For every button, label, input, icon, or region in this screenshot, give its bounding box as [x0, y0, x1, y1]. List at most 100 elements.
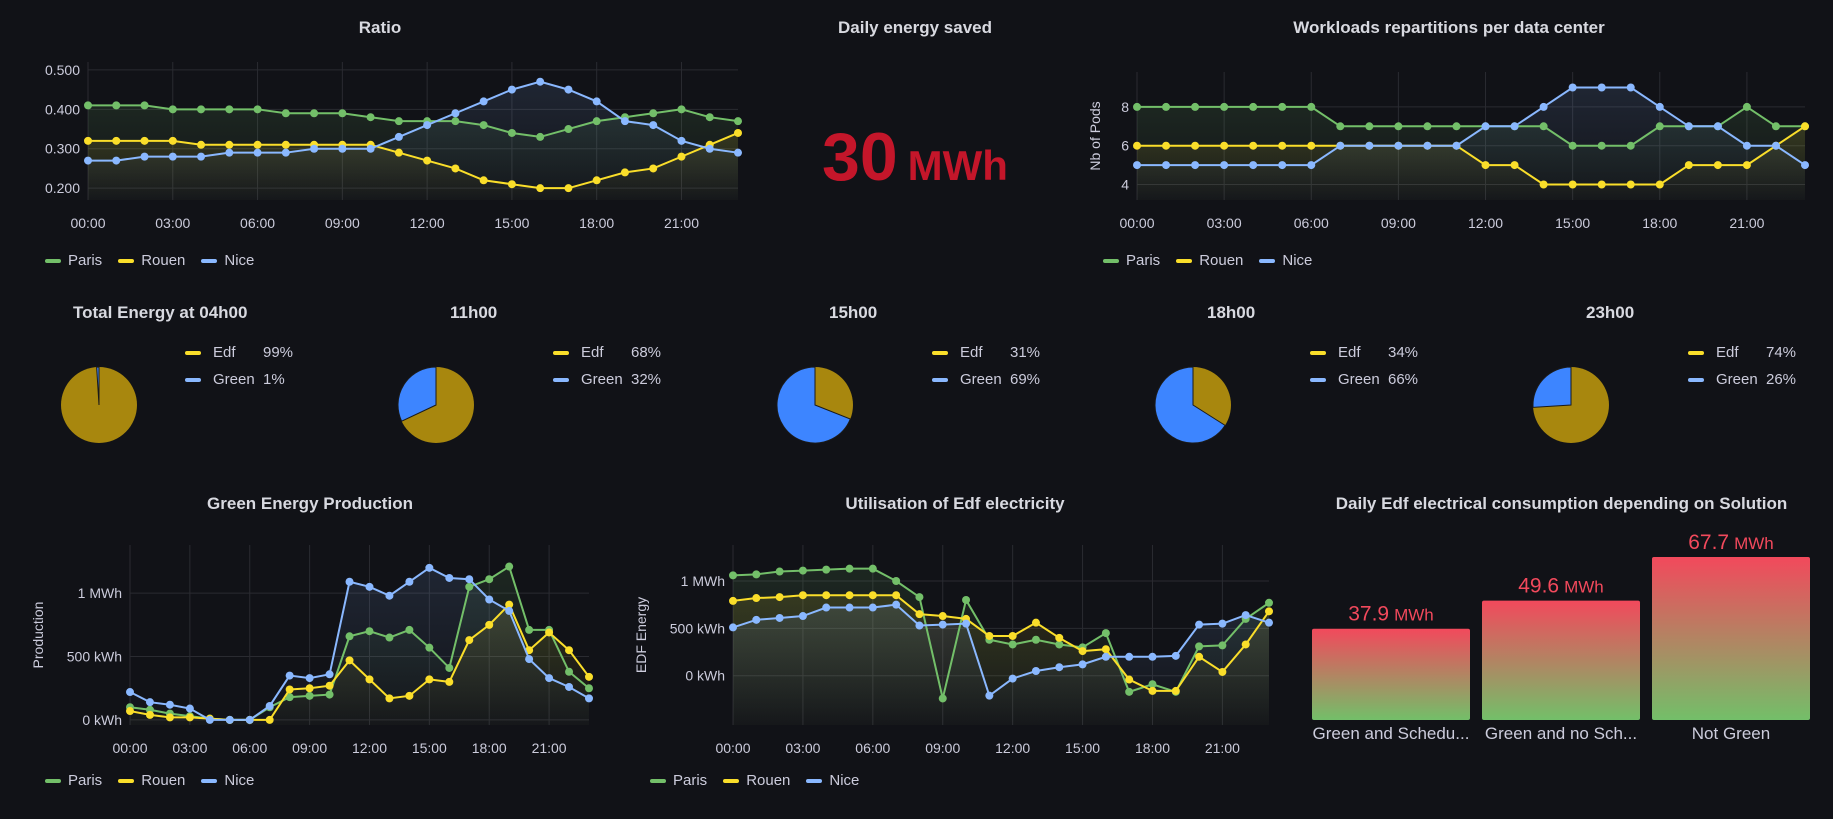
nice-point[interactable]: [822, 603, 831, 612]
nice-point[interactable]: [1148, 652, 1157, 661]
paris-point[interactable]: [366, 113, 375, 122]
nice-point[interactable]: [345, 577, 354, 586]
paris-point[interactable]: [1365, 122, 1374, 131]
rouen-point[interactable]: [938, 612, 947, 621]
nice-point[interactable]: [485, 595, 494, 604]
rouen-point[interactable]: [140, 136, 149, 145]
nice-point[interactable]: [1307, 161, 1316, 170]
paris-point[interactable]: [451, 117, 460, 126]
nice-point[interactable]: [775, 613, 784, 622]
rouen-point[interactable]: [165, 713, 174, 722]
nice-point[interactable]: [1265, 618, 1273, 627]
nice-point[interactable]: [281, 148, 290, 157]
workloads-chart[interactable]: 8 6 4 00:00 03:00 06:00 09:00 12:00 15:00 18:00 21…: [1065, 0, 1833, 250]
rouen-point[interactable]: [1055, 633, 1064, 642]
pie-slice-green[interactable]: [397, 366, 437, 422]
paris-point[interactable]: [1191, 102, 1200, 111]
nice-point[interactable]: [310, 144, 319, 153]
paris-point[interactable]: [1133, 102, 1141, 111]
nice-point[interactable]: [1249, 161, 1258, 170]
paris-point[interactable]: [962, 595, 971, 604]
paris-point[interactable]: [592, 117, 601, 126]
rouen-point[interactable]: [565, 646, 574, 655]
nice-point[interactable]: [225, 148, 234, 157]
paris-point[interactable]: [1626, 141, 1635, 150]
paris-point[interactable]: [197, 105, 206, 114]
rouen-point[interactable]: [1008, 631, 1017, 640]
paris-point[interactable]: [394, 117, 403, 126]
legend-nice[interactable]: Nice: [201, 252, 254, 269]
nice-point[interactable]: [1101, 652, 1110, 661]
paris-point[interactable]: [310, 109, 319, 118]
nice-point[interactable]: [1241, 611, 1250, 620]
paris-point[interactable]: [479, 121, 488, 130]
rouen-point[interactable]: [325, 681, 334, 690]
paris-point[interactable]: [649, 109, 658, 118]
paris-point[interactable]: [285, 693, 294, 702]
nice-point[interactable]: [1191, 161, 1200, 170]
nice-point[interactable]: [1452, 141, 1461, 150]
nice-point[interactable]: [1218, 619, 1227, 628]
paris-point[interactable]: [140, 101, 149, 110]
rouen-point[interactable]: [1742, 161, 1751, 170]
rouen-point[interactable]: [1133, 141, 1141, 150]
rouen-point[interactable]: [1218, 667, 1227, 676]
paris-point[interactable]: [485, 575, 494, 584]
rouen-point[interactable]: [1162, 141, 1171, 150]
nice-point[interactable]: [1539, 102, 1548, 111]
paris-point[interactable]: [938, 694, 947, 703]
nice-point[interactable]: [197, 152, 206, 161]
paris-point[interactable]: [565, 667, 574, 676]
rouen-point[interactable]: [281, 140, 290, 149]
nice-point[interactable]: [915, 621, 924, 630]
paris-point[interactable]: [507, 128, 516, 137]
pie-slice-green[interactable]: [1532, 366, 1572, 408]
rouen-point[interactable]: [365, 675, 374, 684]
paris-point[interactable]: [1655, 122, 1664, 131]
nice-point[interactable]: [705, 144, 714, 153]
nice-point[interactable]: [1510, 122, 1519, 131]
paris-point[interactable]: [525, 625, 534, 634]
rouen-point[interactable]: [1568, 180, 1577, 189]
nice-point[interactable]: [1597, 83, 1606, 92]
rouen-point[interactable]: [1510, 161, 1519, 170]
pie-chart[interactable]: [773, 363, 857, 447]
nice-point[interactable]: [265, 701, 274, 710]
rouen-point[interactable]: [1713, 161, 1722, 170]
pie-chart[interactable]: [1529, 363, 1613, 447]
nice-point[interactable]: [892, 600, 901, 609]
rouen-point[interactable]: [285, 685, 294, 694]
rouen-point[interactable]: [892, 591, 901, 600]
nice-point[interactable]: [1481, 122, 1490, 131]
rouen-point[interactable]: [1191, 141, 1200, 150]
consumption-bar[interactable]: [1652, 557, 1810, 720]
paris-point[interactable]: [1218, 641, 1227, 650]
rouen-point[interactable]: [465, 636, 474, 645]
paris-point[interactable]: [405, 625, 414, 634]
paris-point[interactable]: [385, 633, 394, 642]
nice-point[interactable]: [365, 582, 374, 591]
legend-nice[interactable]: Nice: [806, 772, 859, 789]
nice-point[interactable]: [338, 144, 347, 153]
paris-point[interactable]: [1568, 141, 1577, 150]
nice-point[interactable]: [205, 715, 214, 724]
paris-point[interactable]: [1195, 642, 1204, 651]
nice-point[interactable]: [285, 671, 294, 680]
paris-point[interactable]: [585, 684, 593, 693]
nice-point[interactable]: [451, 109, 460, 118]
nice-point[interactable]: [245, 715, 254, 724]
nice-point[interactable]: [1568, 83, 1577, 92]
rouen-point[interactable]: [1626, 180, 1635, 189]
rouen-point[interactable]: [405, 691, 414, 700]
nice-point[interactable]: [734, 148, 742, 157]
rouen-point[interactable]: [545, 628, 554, 637]
nice-point[interactable]: [145, 698, 154, 707]
nice-point[interactable]: [752, 615, 761, 624]
rouen-point[interactable]: [798, 591, 807, 600]
nice-point[interactable]: [305, 674, 314, 683]
nice-point[interactable]: [649, 121, 658, 130]
paris-point[interactable]: [752, 570, 761, 579]
paris-point[interactable]: [564, 125, 573, 134]
nice-point[interactable]: [1195, 620, 1204, 629]
legend-paris[interactable]: Paris: [45, 772, 102, 789]
